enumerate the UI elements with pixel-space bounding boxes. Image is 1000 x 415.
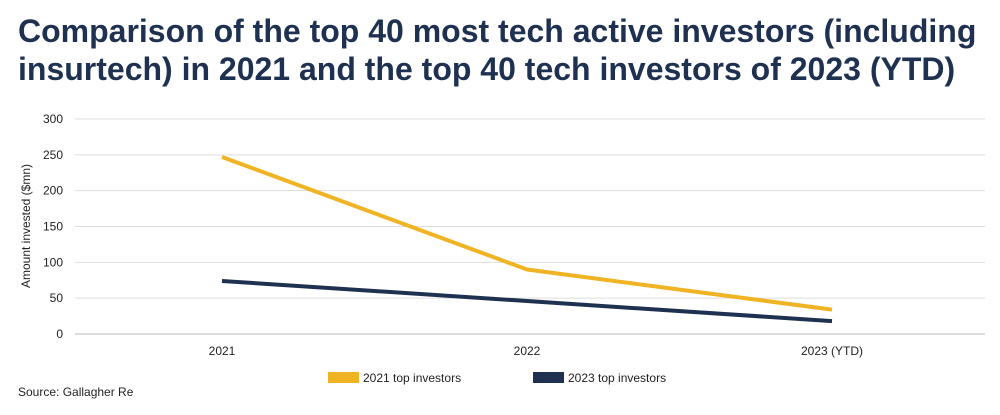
x-tick-label: 2021 xyxy=(209,344,236,358)
gridlines xyxy=(75,118,985,335)
y-axis-label: Amount invested ($mn) xyxy=(19,164,33,288)
y-tick-label: 100 xyxy=(43,255,63,269)
legend-swatch xyxy=(533,372,564,383)
y-tick-label: 0 xyxy=(56,327,63,341)
legend-swatch xyxy=(328,372,359,383)
y-axis-ticks: 0 50 100 150 200 250 300 xyxy=(43,112,63,341)
chart-title: Comparison of the top 40 most tech activ… xyxy=(18,13,977,87)
y-tick-label: 200 xyxy=(43,184,63,198)
y-tick-label: 250 xyxy=(43,148,63,162)
y-tick-label: 150 xyxy=(43,220,63,234)
y-tick-label: 300 xyxy=(43,112,63,126)
x-tick-label: 2022 xyxy=(514,344,541,358)
y-tick-label: 50 xyxy=(50,291,64,305)
legend-label: 2023 top investors xyxy=(568,371,666,385)
x-axis-ticks: 2021 2022 2023 (YTD) xyxy=(209,344,863,358)
series-lines xyxy=(221,155,833,324)
legend: 2021 top investors 2023 top investors xyxy=(328,371,666,385)
source-note: Source: Gallagher Re xyxy=(18,385,134,399)
legend-label: 2021 top investors xyxy=(363,371,461,385)
x-tick-label: 2023 (YTD) xyxy=(801,344,863,358)
